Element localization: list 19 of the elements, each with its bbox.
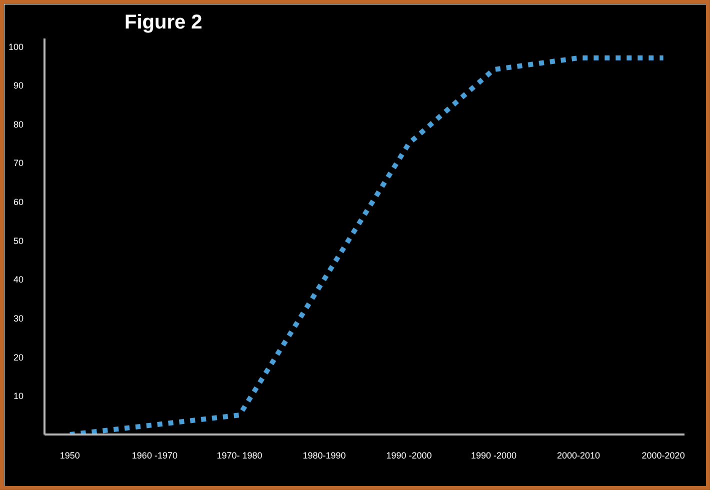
y-tick-label: 40	[13, 274, 24, 285]
y-tick-label: 100	[8, 42, 24, 52]
y-tick-label: 60	[13, 197, 24, 208]
y-tick-label: 70	[13, 158, 24, 168]
x-tick-label: 1950	[60, 450, 80, 460]
y-tick-label: 30	[13, 314, 24, 324]
y-tick-label: 50	[13, 236, 24, 246]
y-tick-label: 10	[13, 391, 24, 402]
y-tick-label: 20	[13, 352, 24, 362]
y-tick-label: 80	[13, 119, 24, 130]
x-tick-label: 2000-2020	[642, 450, 685, 460]
x-tick-label: 2000-2010	[557, 450, 600, 460]
x-tick-label: 1960 -1970	[132, 450, 178, 460]
chart-title: Figure 2	[124, 12, 202, 34]
x-tick-label: 1980-1990	[302, 450, 346, 460]
y-tick-label: 90	[13, 80, 24, 91]
x-tick-label: 1970- 1980	[216, 450, 262, 460]
x-tick-label: 1990 -2000	[471, 450, 517, 460]
x-tick-label: 1990 -2000	[386, 450, 432, 460]
